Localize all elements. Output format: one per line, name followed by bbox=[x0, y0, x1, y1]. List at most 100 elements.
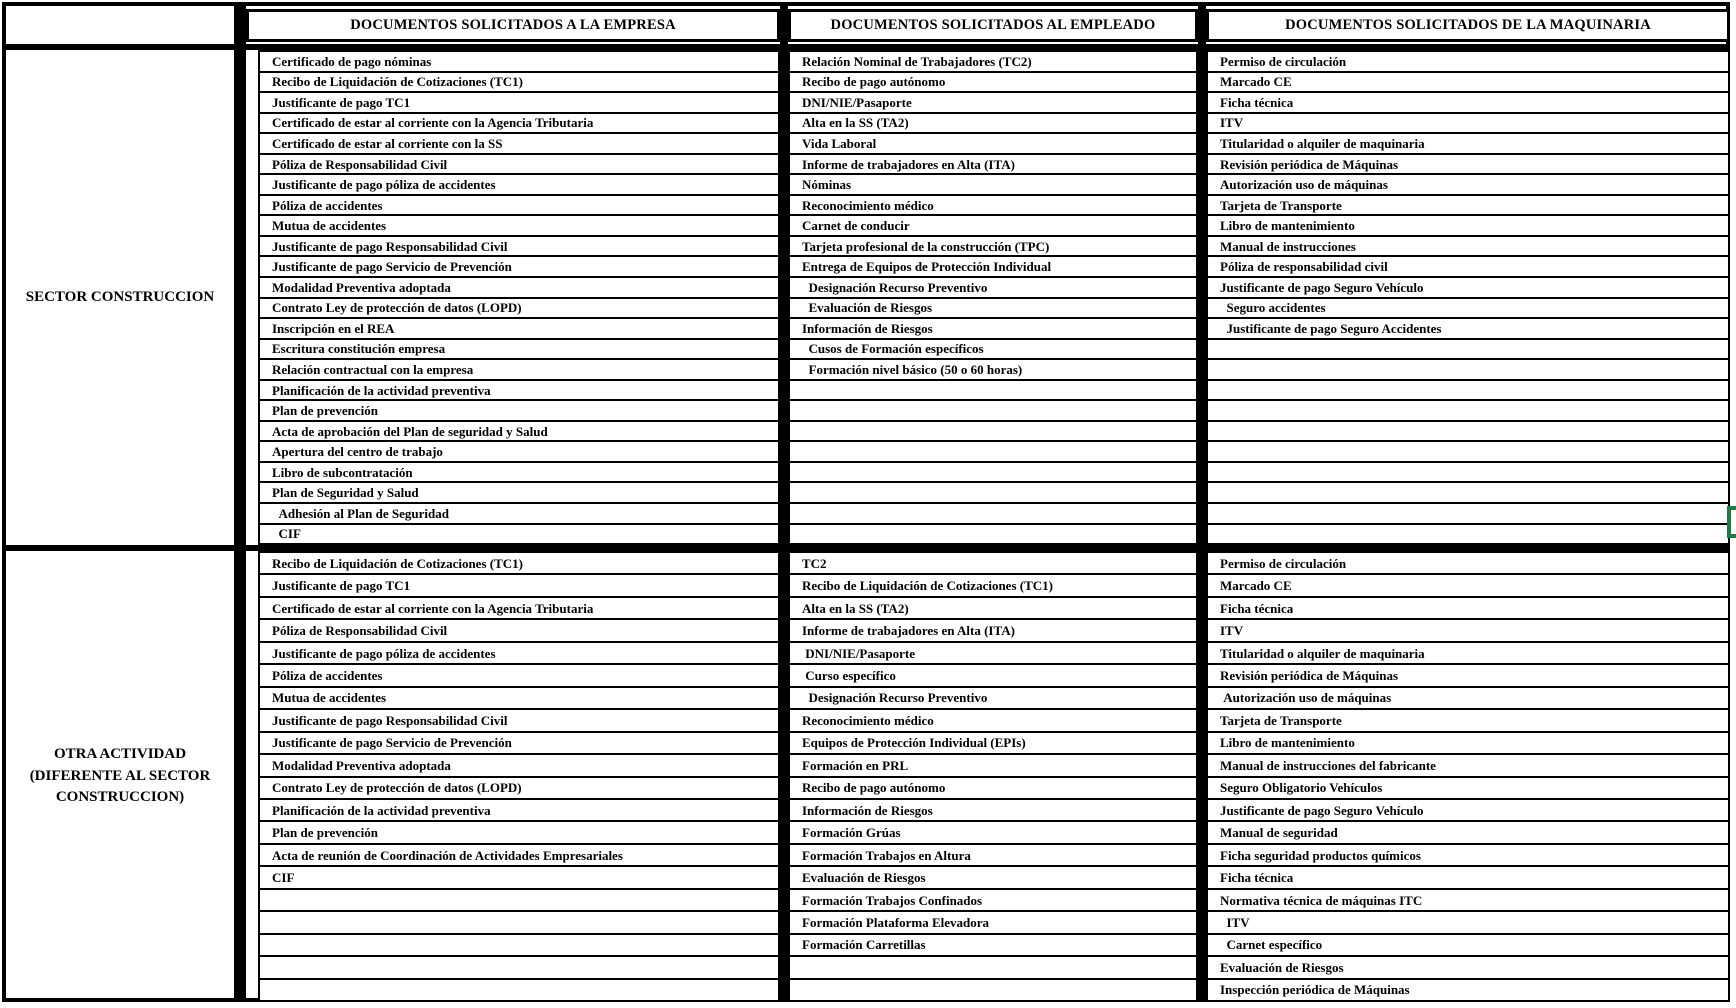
doc-cell: Tarjeta profesional de la construcción (… bbox=[790, 234, 1196, 256]
section-label-text: OTRA ACTIVIDAD (DIFERENTE AL SECTOR CONS… bbox=[29, 745, 211, 806]
column-divider-empleado-maquinaria bbox=[1198, 6, 1206, 1002]
doc-cell: Recibo de pago autónomo bbox=[790, 775, 1196, 798]
doc-cell: Informe de trabajadores en Alta (ITA) bbox=[790, 618, 1196, 640]
header-bottom-rule bbox=[6, 44, 1730, 50]
doc-cell: Equipos de Protección Individual (EPIs) bbox=[790, 730, 1196, 753]
doc-cell: Curso específico bbox=[790, 663, 1196, 685]
document-list-s2-empleado: TC2 Recibo de Liquidación de Cotizaciones… bbox=[788, 551, 1198, 1002]
doc-cell: Recibo de pago autónomo bbox=[790, 70, 1196, 92]
doc-cell: Contrato Ley de protección de datos (LOP… bbox=[260, 775, 778, 798]
document-list-s1-empresa: Certificado de pago nóminas Recibo de Liq… bbox=[258, 50, 780, 545]
spreadsheet-selection-cursor bbox=[1727, 506, 1736, 538]
doc-cell: Titularidad o alquiler de maquinaria bbox=[1208, 132, 1728, 153]
doc-cell: Reconocimiento médico bbox=[790, 708, 1196, 730]
column-header-empleado: DOCUMENTOS SOLICITADOS AL EMPLEADO bbox=[788, 9, 1198, 42]
doc-cell bbox=[1208, 502, 1728, 523]
doc-cell: Autorización uso de máquinas bbox=[1208, 685, 1728, 708]
doc-cell: Plan de prevención bbox=[260, 820, 778, 842]
doc-cell bbox=[1208, 419, 1728, 441]
doc-cell: Plan de Seguridad y Salud bbox=[260, 481, 778, 502]
doc-cell bbox=[1208, 358, 1728, 379]
doc-cell: Póliza de Responsabilidad Civil bbox=[260, 618, 778, 640]
column-header-empleado-label: DOCUMENTOS SOLICITADOS AL EMPLEADO bbox=[830, 17, 1156, 33]
doc-cell bbox=[1208, 481, 1728, 502]
doc-cell: Justificante de pago Responsabilidad Civ… bbox=[260, 234, 778, 256]
column-header-empresa-label: DOCUMENTOS SOLICITADOS A LA EMPRESA bbox=[350, 17, 676, 33]
doc-cell: Manual de instrucciones del fabricante bbox=[1208, 753, 1728, 775]
doc-cell: Planificación de la actividad preventiva bbox=[260, 797, 778, 820]
doc-cell: Planificación de la actividad preventiva bbox=[260, 378, 778, 400]
doc-cell: Justificante de pago Servicio de Prevenc… bbox=[260, 255, 778, 276]
doc-cell bbox=[1208, 378, 1728, 400]
doc-cell: Justificante de pago Servicio de Prevenc… bbox=[260, 730, 778, 753]
doc-cell: Inscripción en el REA bbox=[260, 317, 778, 338]
doc-cell: Carnet específico bbox=[1208, 932, 1728, 955]
doc-cell: Póliza de Responsabilidad Civil bbox=[260, 152, 778, 174]
doc-cell bbox=[790, 481, 1196, 502]
doc-cell: Recibo de Liquidación de Cotizaciones (T… bbox=[272, 555, 523, 571]
doc-cell: Ficha técnica bbox=[1208, 91, 1728, 112]
doc-cell: Seguro accidentes bbox=[1208, 296, 1728, 318]
doc-cell: CIF bbox=[260, 865, 778, 887]
doc-cell: Certificado de pago nóminas bbox=[272, 53, 432, 69]
doc-cell: Marcado CE bbox=[1208, 573, 1728, 595]
doc-cell: Apertura del centro de trabajo bbox=[260, 440, 778, 461]
doc-cell: Permiso de circulación bbox=[1220, 555, 1347, 571]
doc-cell: Formación en PRL bbox=[790, 753, 1196, 775]
doc-cell: Libro de mantenimiento bbox=[1208, 730, 1728, 753]
doc-cell: Ficha técnica bbox=[1208, 595, 1728, 618]
doc-cell bbox=[790, 460, 1196, 482]
doc-cell: Marcado CE bbox=[1208, 70, 1728, 92]
doc-cell bbox=[1208, 399, 1728, 420]
doc-cell: Póliza de responsabilidad civil bbox=[1208, 255, 1728, 276]
doc-cell bbox=[1208, 337, 1728, 359]
doc-cell bbox=[790, 522, 1196, 544]
doc-cell bbox=[790, 977, 1196, 1000]
doc-cell: Reconocimiento médico bbox=[790, 193, 1196, 215]
doc-cell: Recibo de Liquidación de Cotizaciones (T… bbox=[260, 70, 778, 92]
doc-cell: Tarjeta de Transporte bbox=[1208, 193, 1728, 215]
doc-cell: DNI/NIE/Pasaporte bbox=[790, 91, 1196, 112]
doc-cell: Revisión periódica de Máquinas bbox=[1208, 663, 1728, 685]
doc-cell: Certificado de estar al corriente con la… bbox=[260, 595, 778, 618]
doc-cell bbox=[1208, 460, 1728, 482]
doc-cell: Formación Carretillas bbox=[790, 932, 1196, 955]
doc-cell bbox=[260, 955, 778, 977]
doc-cell: Contrato Ley de protección de datos (LOP… bbox=[260, 296, 778, 318]
column-header-maquinaria: DOCUMENTOS SOLICITADOS DE LA MAQUINARIA bbox=[1206, 9, 1730, 42]
doc-cell: Formación Grúas bbox=[790, 820, 1196, 842]
doc-cell: Permiso de circulación bbox=[1220, 53, 1347, 69]
doc-cell: Normativa técnica de máquinas ITC bbox=[1208, 887, 1728, 910]
section-label-text: SECTOR CONSTRUCCION bbox=[25, 288, 215, 305]
doc-cell: ITV bbox=[1208, 910, 1728, 932]
document-list-s1-empleado: Relación Nominal de Trabajadores (TC2) Re… bbox=[788, 50, 1198, 545]
doc-cell: Certificado de estar al corriente con la… bbox=[260, 111, 778, 133]
doc-cell: Certificado de estar al corriente con la… bbox=[260, 132, 778, 153]
document-list-s1-maquinaria: Permiso de circulación Marcado CE Ficha té… bbox=[1206, 50, 1730, 545]
doc-cell: Acta de reunión de Coordinación de Activ… bbox=[260, 842, 778, 865]
doc-cell: Mutua de accidentes bbox=[260, 685, 778, 708]
doc-cell: Formación Plataforma Elevadora bbox=[790, 910, 1196, 932]
doc-cell: Revisión periódica de Máquinas bbox=[1208, 152, 1728, 174]
doc-cell bbox=[260, 977, 778, 1000]
doc-cell: Vida Laboral bbox=[790, 132, 1196, 153]
doc-cell: Cusos de Formación específicos bbox=[790, 337, 1196, 359]
doc-cell: Formación Trabajos en Altura bbox=[790, 842, 1196, 865]
doc-cell bbox=[260, 910, 778, 932]
doc-cell bbox=[260, 932, 778, 955]
doc-cell bbox=[790, 502, 1196, 523]
doc-cell: Libro de subcontratación bbox=[260, 460, 778, 482]
doc-cell: Información de Riesgos bbox=[790, 797, 1196, 820]
doc-cell: Escritura constitución empresa bbox=[260, 337, 778, 359]
doc-cell: Seguro Obligatorio Vehículos bbox=[1208, 775, 1728, 798]
doc-cell: Justificante de pago Seguro Accidentes bbox=[1208, 317, 1728, 338]
doc-cell: Modalidad Preventiva adoptada bbox=[260, 276, 778, 297]
doc-cell bbox=[790, 440, 1196, 461]
doc-cell: Evaluación de Riesgos bbox=[790, 865, 1196, 887]
doc-cell: Plan de prevención bbox=[260, 399, 778, 420]
doc-cell: Evaluación de Riesgos bbox=[1208, 955, 1728, 977]
doc-cell: Designación Recurso Preventivo bbox=[790, 276, 1196, 297]
column-divider-label-empresa bbox=[234, 6, 246, 1002]
doc-cell bbox=[1208, 522, 1728, 544]
